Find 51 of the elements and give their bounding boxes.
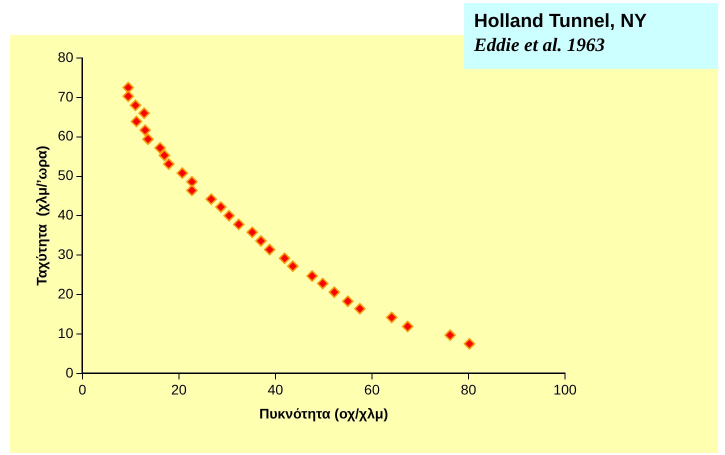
x-tick-label: 0	[78, 382, 86, 398]
point	[139, 124, 151, 136]
point	[402, 320, 414, 332]
y-tick-label: 60	[58, 128, 74, 144]
point	[316, 278, 328, 290]
point	[163, 158, 175, 170]
point	[328, 286, 340, 298]
point	[255, 235, 267, 247]
point	[306, 270, 318, 282]
y-tick-label: 0	[66, 364, 74, 380]
x-tick-label: 60	[364, 382, 380, 398]
x-tick-label: 80	[460, 382, 476, 398]
point	[186, 176, 198, 188]
x-axis-title: Πυκνότητα (οχ/χλμ)	[259, 405, 388, 422]
point	[122, 82, 134, 94]
point	[444, 329, 456, 341]
chart-title: Holland Tunnel, NY	[474, 11, 648, 33]
y-tick-label: 10	[58, 324, 74, 341]
chart-subtitle: Eddie et al. 1963	[474, 35, 606, 57]
point	[130, 116, 142, 128]
point	[223, 210, 235, 222]
point	[386, 312, 398, 324]
y-tick-label: 30	[58, 246, 74, 262]
y-tick-label: 70	[58, 88, 74, 104]
x-tick-label: 40	[268, 382, 284, 398]
point	[232, 218, 244, 230]
point	[278, 252, 290, 264]
point	[176, 167, 188, 179]
point	[287, 260, 299, 272]
point	[342, 296, 354, 308]
point	[246, 226, 258, 238]
point	[142, 133, 154, 145]
point	[264, 244, 276, 256]
title-box: Holland Tunnel, NY Eddie et al. 1963	[464, 3, 718, 69]
point	[154, 142, 166, 154]
point	[130, 100, 142, 112]
y-tick-label: 40	[58, 206, 74, 223]
x-tick-label: 100	[553, 382, 577, 398]
point	[122, 90, 134, 102]
y-tick-label: 50	[58, 167, 74, 184]
y-axis-title: Ταχύτητα (χλμ/’ωρα)	[33, 146, 50, 286]
point	[205, 193, 217, 205]
y-tick-label: 80	[58, 48, 74, 65]
x-tick-label: 20	[171, 382, 187, 398]
point	[158, 150, 170, 162]
point	[186, 184, 198, 196]
y-tick-label: 20	[58, 285, 74, 302]
point	[354, 302, 366, 314]
point	[138, 107, 150, 119]
point	[464, 338, 476, 350]
point	[215, 201, 227, 213]
